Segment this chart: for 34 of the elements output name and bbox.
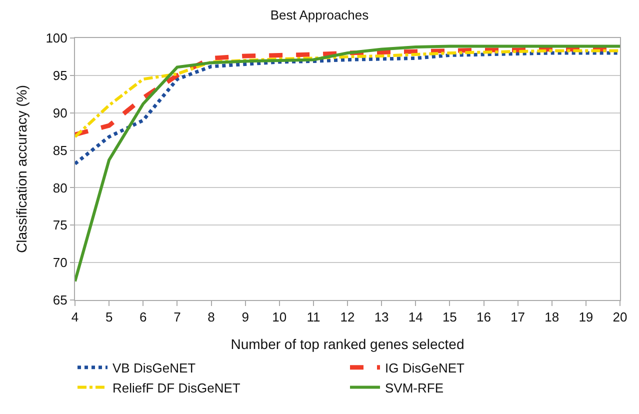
x-tick-label: 8 [208, 310, 215, 325]
x-tick-label: 11 [306, 310, 320, 325]
x-tick-label: 10 [272, 310, 287, 325]
y-tick-label: 95 [52, 68, 68, 83]
x-tick-label: 5 [105, 310, 113, 325]
x-tick-label: 4 [71, 310, 79, 325]
y-axis-title: Classification accuracy (%) [13, 84, 30, 254]
x-tick-label: 17 [510, 310, 526, 325]
y-tick-label: 90 [52, 105, 68, 120]
y-tick-label: 85 [52, 142, 68, 158]
y-tick-label: 70 [52, 255, 68, 270]
legend-label: IG DisGeNET [385, 360, 465, 376]
y-tick-label: 65 [52, 292, 68, 308]
legend-label: VB DisGeNET [112, 360, 196, 376]
x-tick-label: 16 [476, 310, 491, 325]
x-tick-label: 14 [408, 310, 423, 325]
x-tick-label: 7 [174, 310, 181, 325]
x-tick-label: 12 [340, 310, 355, 325]
x-tick-label: 9 [242, 310, 249, 325]
x-tick-label: 19 [578, 310, 594, 325]
legend-label: ReliefF DF DisGeNET [112, 380, 240, 396]
x-axis-title: Number of top ranked genes selected [230, 336, 464, 352]
x-tick-label: 13 [374, 310, 389, 325]
y-tick-label: 100 [46, 30, 68, 46]
x-tick-label: 15 [442, 310, 457, 325]
x-tick-label: 18 [544, 310, 560, 325]
legend-label: SVM-RFE [385, 380, 444, 396]
x-tick-label: 6 [140, 310, 147, 325]
line-series [75, 51, 620, 166]
y-tick-label: 75 [52, 218, 68, 233]
x-tick-label: 20 [612, 310, 628, 325]
y-tick-label: 80 [52, 180, 68, 196]
chart-title: Best Approaches [270, 7, 370, 22]
line-series [75, 44, 620, 283]
